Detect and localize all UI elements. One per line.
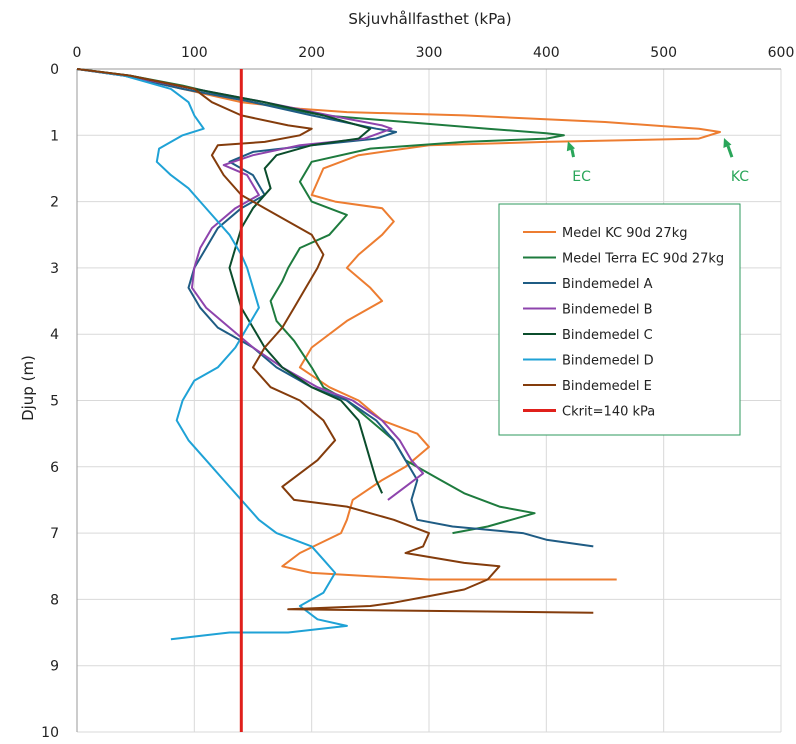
tick-labels: 0 100 200 300 400 500 600 0 1 2 3 4 5 6 7 8 9 10	[41, 45, 795, 741]
x-tick-label: 0	[73, 45, 82, 61]
y-tick-label: 2	[50, 195, 59, 211]
x-tick-label: 300	[416, 45, 443, 61]
y-tick-label: 9	[50, 659, 59, 675]
series-line-medel-terra-ec-90d-27kg	[76, 68, 565, 535]
y-tick-label: 8	[50, 592, 59, 608]
legend-label: Bindemedel E	[562, 379, 652, 394]
y-tick-label: 7	[50, 526, 59, 542]
annotation-label: KC	[731, 169, 749, 185]
series-line-bindemedel-e	[76, 68, 594, 614]
legend-label: Ckrit=140 kPa	[562, 405, 655, 420]
legend: Medel KC 90d 27kg Medel Terra EC 90d 27kg…	[498, 203, 741, 436]
y-tick-label: 4	[50, 327, 59, 343]
annotation-arrowhead	[566, 141, 576, 152]
legend-box	[498, 203, 741, 436]
x-tick-label: 500	[650, 45, 677, 61]
y-tick-label: 0	[50, 62, 59, 78]
x-tick-label: 600	[768, 45, 795, 61]
legend-label: Bindemedel C	[562, 328, 653, 343]
annotation-arrowhead	[723, 137, 732, 148]
legend-label: Medel KC 90d 27kg	[562, 226, 687, 241]
annotations: EC KC	[566, 137, 749, 185]
x-axis-title: Skjuvhållfasthet (kPa)	[348, 10, 511, 28]
legend-label: Bindemedel D	[562, 354, 654, 369]
series-line-bindemedel-c	[76, 68, 384, 494]
series-line-medel-kc-90d-27kg	[76, 68, 721, 581]
x-tick-label: 200	[298, 45, 325, 61]
series-line-bindemedel-b	[76, 68, 425, 501]
x-tick-label: 400	[533, 45, 560, 61]
y-tick-label: 3	[50, 261, 59, 277]
y-axis-title: Djup (m)	[19, 355, 37, 421]
legend-label: Medel Terra EC 90d 27kg	[562, 252, 724, 267]
series-lines	[76, 68, 721, 732]
y-tick-label: 10	[41, 725, 59, 739]
y-tick-label: 1	[50, 128, 59, 144]
y-tick-label: 6	[50, 460, 59, 476]
legend-label: Bindemedel A	[562, 277, 653, 292]
series-line-bindemedel-d	[76, 68, 348, 641]
annotation-arrow	[570, 148, 576, 158]
annotation-label: EC	[572, 169, 591, 185]
y-tick-label: 5	[50, 394, 59, 410]
x-tick-label: 100	[181, 45, 208, 61]
annotation-arrow	[726, 145, 734, 158]
legend-label: Bindemedel B	[562, 303, 653, 318]
